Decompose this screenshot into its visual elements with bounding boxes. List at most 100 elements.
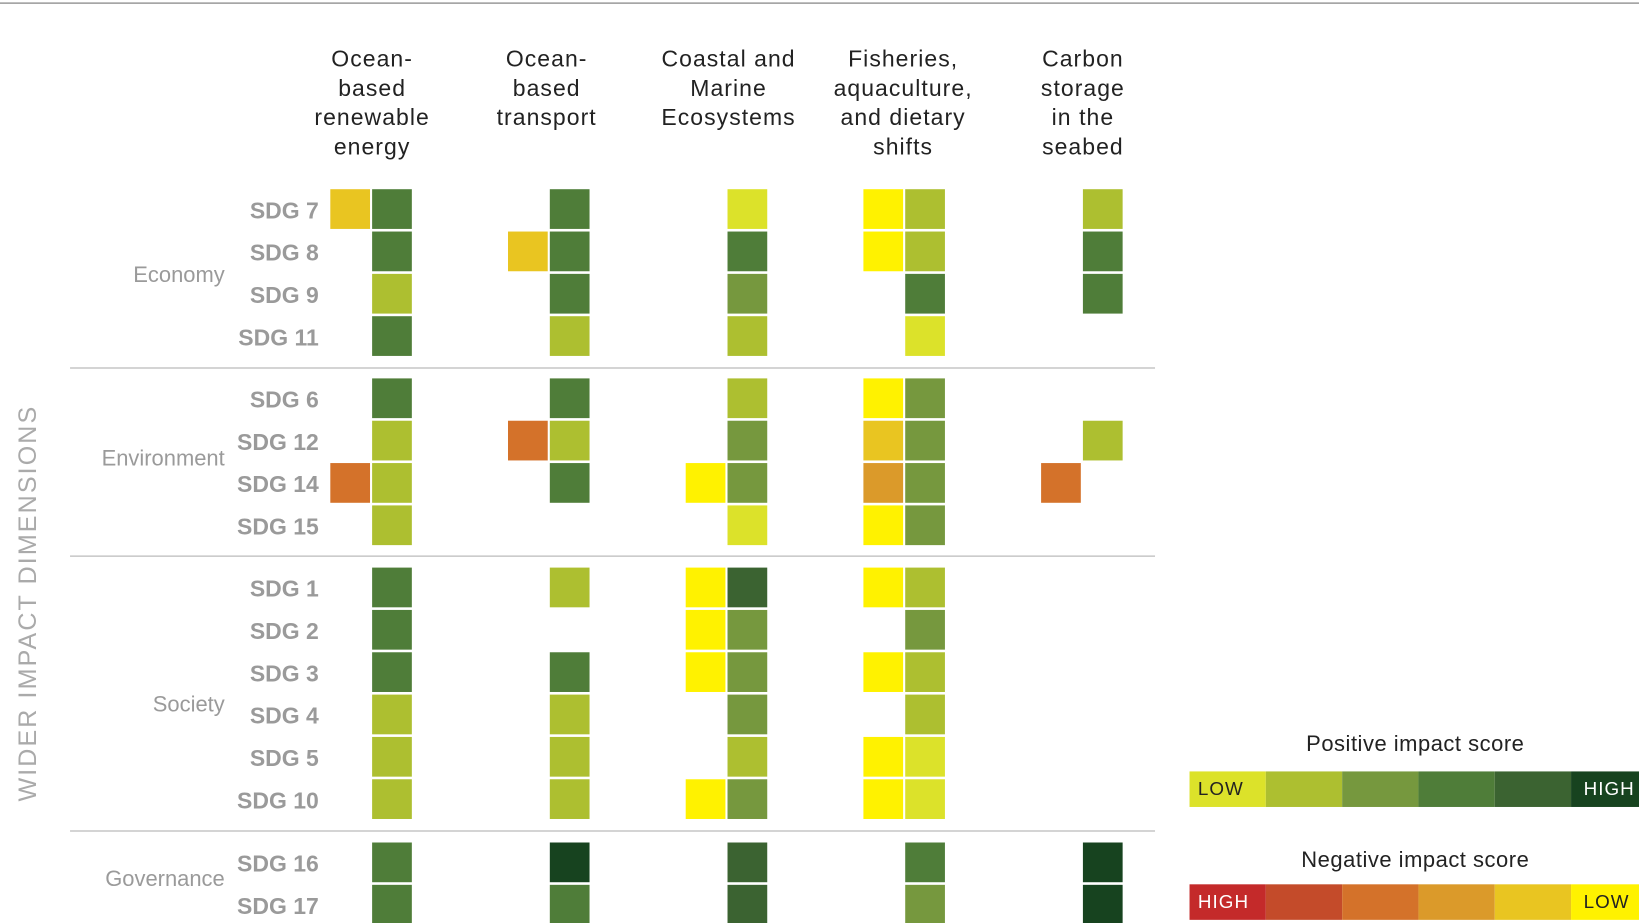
positive-cell	[372, 567, 412, 608]
column-header: storage	[1041, 75, 1125, 101]
group-label: Economy	[133, 262, 224, 287]
positive-cell	[727, 567, 768, 608]
column-header: based	[513, 75, 581, 101]
positive-cell	[905, 842, 945, 883]
group-label: Governance	[105, 866, 225, 891]
positive-cell	[372, 884, 412, 923]
negative-cell	[863, 463, 904, 503]
negative-cell	[863, 736, 904, 777]
positive-cell	[905, 884, 945, 923]
positive-cell	[905, 273, 945, 314]
sdg-label: SDG 7	[250, 197, 319, 223]
column-header: based	[338, 75, 406, 101]
negative-cell	[508, 231, 548, 272]
positive-cell	[905, 420, 945, 461]
positive-cell	[727, 189, 768, 229]
positive-cell	[549, 316, 590, 356]
positive-cell	[549, 463, 590, 503]
sdg-label: SDG 8	[250, 240, 319, 266]
legend-end-label: HIGH	[1584, 778, 1635, 799]
legend-title: Negative impact score	[1301, 847, 1529, 872]
positive-cell	[549, 189, 590, 229]
positive-cell	[1082, 420, 1123, 461]
sdg-label: SDG 11	[238, 324, 319, 350]
positive-cell	[905, 609, 945, 650]
positive-cell	[372, 652, 412, 692]
positive-cell	[905, 567, 945, 608]
column-header: energy	[334, 134, 411, 160]
column-header: in the	[1052, 104, 1115, 130]
legend-swatch	[1342, 771, 1419, 807]
negative-cell	[508, 420, 548, 461]
positive-cell	[372, 316, 412, 356]
positive-cell	[727, 505, 768, 546]
positive-cell	[549, 736, 590, 777]
legend-title: Positive impact score	[1306, 731, 1524, 756]
positive-cell	[727, 609, 768, 650]
legend-swatch	[1189, 771, 1266, 807]
positive-cell	[905, 505, 945, 546]
positive-cell	[727, 884, 768, 923]
positive-cell	[372, 463, 412, 503]
group-label: Environment	[102, 446, 225, 471]
positive-cell	[727, 842, 768, 883]
positive-cell	[372, 505, 412, 546]
positive-cell	[1082, 842, 1123, 883]
positive-cell	[549, 779, 590, 819]
positive-cell	[1082, 273, 1123, 314]
positive-cell	[372, 694, 412, 735]
positive-cell	[549, 884, 590, 923]
positive-cell	[905, 316, 945, 356]
positive-cell	[727, 779, 768, 819]
sdg-label: SDG 12	[237, 429, 319, 455]
positive-cell	[727, 231, 768, 272]
column-header: and dietary	[841, 104, 966, 130]
positive-cell	[372, 420, 412, 461]
positive-cell	[905, 463, 945, 503]
positive-cell	[727, 316, 768, 356]
legend-swatch	[1418, 884, 1495, 920]
column-header: seabed	[1042, 134, 1124, 160]
positive-cell	[905, 736, 945, 777]
positive-cell	[727, 652, 768, 692]
positive-cell	[549, 694, 590, 735]
positive-cell	[727, 694, 768, 735]
legend-end-label: LOW	[1584, 891, 1630, 912]
negative-cell	[685, 779, 726, 819]
column-header: Ocean-	[506, 46, 588, 72]
positive-cell	[549, 231, 590, 272]
column-header: aquaculture,	[834, 75, 973, 101]
column-header: shifts	[873, 134, 933, 160]
negative-cell	[863, 652, 904, 692]
sdg-label: SDG 6	[250, 386, 319, 412]
column-header: Coastal and	[661, 46, 795, 72]
positive-cell	[727, 736, 768, 777]
legend-swatch	[1265, 771, 1343, 807]
column-header: transport	[497, 104, 597, 130]
positive-cell	[905, 779, 945, 819]
legend-swatch	[1418, 771, 1495, 807]
positive-cell	[727, 463, 768, 503]
positive-cell	[905, 189, 945, 229]
sdg-label: SDG 5	[250, 745, 319, 771]
positive-cell	[1082, 231, 1123, 272]
positive-cell	[905, 378, 945, 419]
negative-cell	[863, 378, 904, 419]
legend-end-label: HIGH	[1198, 891, 1249, 912]
positive-cell	[372, 231, 412, 272]
negative-cell	[685, 609, 726, 650]
negative-cell	[863, 420, 904, 461]
positive-cell	[905, 694, 945, 735]
positive-cell	[372, 273, 412, 314]
column-header: Fisheries,	[848, 46, 958, 72]
legend-swatch	[1571, 884, 1639, 920]
negative-cell	[863, 567, 904, 608]
negative-cell	[863, 231, 904, 272]
group-label: Society	[153, 691, 225, 716]
legend-swatch	[1265, 884, 1343, 920]
positive-cell	[372, 779, 412, 819]
positive-cell	[372, 736, 412, 777]
positive-cell	[372, 842, 412, 883]
negative-cell	[685, 567, 726, 608]
sdg-label: SDG 9	[250, 282, 319, 308]
